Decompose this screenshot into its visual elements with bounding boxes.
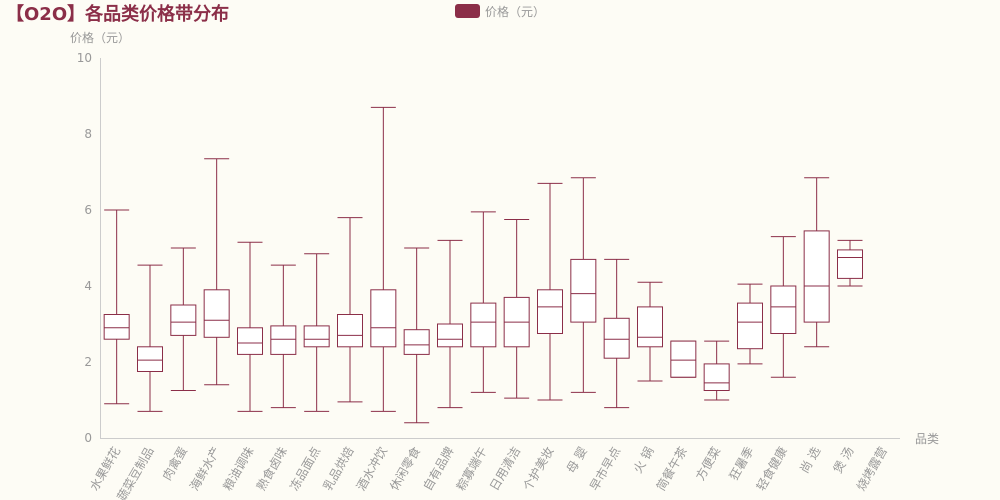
box-iqr[interactable] [637,306,663,348]
box-item[interactable] [170,247,197,391]
box-item[interactable] [370,106,397,412]
box-iqr[interactable] [170,304,197,336]
x-tick-label: 粽寡端午 [453,444,490,493]
x-tick-label: 火 锅 [630,444,657,476]
box-item[interactable] [337,217,363,403]
box-iqr[interactable] [437,323,463,348]
y-tick-label: 2 [84,355,92,369]
box-iqr[interactable] [203,289,230,338]
y-tick-label: 6 [84,203,92,217]
x-tick-label: 烧烤露营 [853,444,890,493]
x-tick-label: 休闲零食 [386,444,423,493]
box-iqr[interactable] [603,317,630,359]
box-iqr[interactable] [137,346,163,372]
box-item[interactable] [803,177,830,348]
box-iqr[interactable] [303,325,330,348]
x-tick-label: 简餐午茶 [653,444,690,493]
box-iqr[interactable] [237,327,263,355]
box-iqr[interactable] [803,230,830,323]
box-item[interactable] [437,239,463,409]
legend[interactable]: 价格（元） [455,4,545,19]
x-tick-label: 酒水冲饮 [353,444,390,493]
box-item[interactable] [303,253,330,412]
legend-label[interactable]: 价格（元） [485,4,545,19]
chart-title: 【O2O】各品类价格带分布 [6,3,229,25]
boxplot-series [103,106,863,424]
x-tick-label: 日用清洁 [487,445,523,494]
x-tick-label: 肉禽蛋 [159,444,190,483]
box-item[interactable] [237,241,263,412]
box-item[interactable] [737,283,763,365]
box-iqr[interactable] [103,314,130,340]
box-item[interactable] [503,219,530,399]
x-tick-label: 尚 选 [797,445,823,476]
x-tick-label: 冻品面点 [286,444,323,493]
box-iqr[interactable] [770,285,797,334]
box-iqr[interactable] [403,329,430,355]
x-tick-label: 狂暑季 [726,445,756,483]
box-iqr[interactable] [837,249,863,279]
y-tick-label: 0 [84,431,92,445]
box-iqr[interactable] [470,302,497,348]
box-item[interactable] [403,247,430,424]
box-item[interactable] [137,264,163,412]
x-tick-label: 方便菜 [692,444,723,483]
box-item[interactable] [837,239,863,287]
box-iqr[interactable] [537,289,563,334]
y-ticks: 0 2 4 6 8 10 [77,51,92,445]
y-tick-label: 10 [77,51,92,65]
y-tick-label: 8 [84,127,92,141]
box-iqr[interactable] [270,325,297,355]
box-item[interactable] [670,340,697,378]
box-item[interactable] [470,211,497,393]
box-iqr[interactable] [337,314,363,348]
x-tick-label: 轻食健康 [753,444,790,493]
box-iqr[interactable] [570,258,597,323]
x-tick-label: 水果鲜花 [86,444,123,493]
box-item[interactable] [703,340,730,401]
box-iqr[interactable] [703,363,730,391]
x-tick-label: 煲 汤 [830,444,857,476]
x-tick-label: 熟食卤味 [253,444,290,493]
box-item[interactable] [637,281,663,382]
box-iqr[interactable] [670,340,697,378]
box-item[interactable] [570,177,597,393]
box-item[interactable] [103,209,130,405]
box-item[interactable] [603,258,630,409]
box-item[interactable] [203,158,230,386]
box-item[interactable] [537,182,563,401]
box-iqr[interactable] [370,289,397,348]
x-tick-label: 自有品牌 [420,445,456,494]
x-tick-label: 海鲜水产 [186,444,223,493]
x-tick-label: 个护美妆 [520,445,556,494]
box-item[interactable] [770,236,797,378]
x-tick-label: 早市早点 [586,444,623,493]
y-axis-title: 价格（元） [70,30,130,45]
x-axis-title: 品类 [915,432,939,446]
box-iqr[interactable] [737,302,763,350]
y-tick-label: 4 [84,279,92,293]
x-tick-label: 粮油调味 [220,444,257,493]
box-item[interactable] [270,264,297,409]
x-tick-label: 乳品烘焙 [320,444,357,493]
x-tick-label: 母 婴 [564,445,590,476]
legend-swatch[interactable] [455,4,480,18]
